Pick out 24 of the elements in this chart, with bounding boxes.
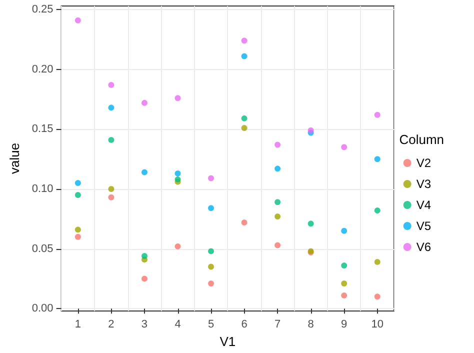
y-axis-title: value bbox=[7, 142, 22, 174]
y-tick-label: 0.25 bbox=[32, 4, 54, 16]
x-tick-label: 10 bbox=[371, 318, 384, 330]
x-tick-label: 2 bbox=[108, 318, 114, 330]
y-tick-label: 0.15 bbox=[32, 123, 54, 136]
x-tick-label: 4 bbox=[174, 318, 181, 330]
x-tick-label: 3 bbox=[141, 318, 148, 330]
legend-label: V5 bbox=[416, 219, 432, 233]
x-tick-label: 7 bbox=[274, 318, 281, 330]
x-tick-label: 1 bbox=[74, 318, 82, 330]
y-tick-label: 0.05 bbox=[32, 242, 54, 255]
x-axis-title: V1 bbox=[220, 334, 236, 349]
y-tick-label: 0.00 bbox=[32, 302, 54, 315]
x-tick-label: 8 bbox=[308, 318, 314, 330]
legend-label: V2 bbox=[416, 156, 432, 170]
legend-label: V6 bbox=[416, 240, 432, 254]
legend-label: V4 bbox=[416, 198, 432, 212]
y-tick-label: 0.10 bbox=[32, 183, 54, 195]
legend-title: Column bbox=[399, 132, 444, 147]
x-tick-label: 6 bbox=[241, 318, 248, 330]
y-tick-label: 0.20 bbox=[32, 63, 54, 76]
legend-label: V3 bbox=[416, 177, 432, 191]
x-tick-label: 5 bbox=[208, 318, 214, 330]
x-tick-label: 9 bbox=[341, 318, 348, 330]
